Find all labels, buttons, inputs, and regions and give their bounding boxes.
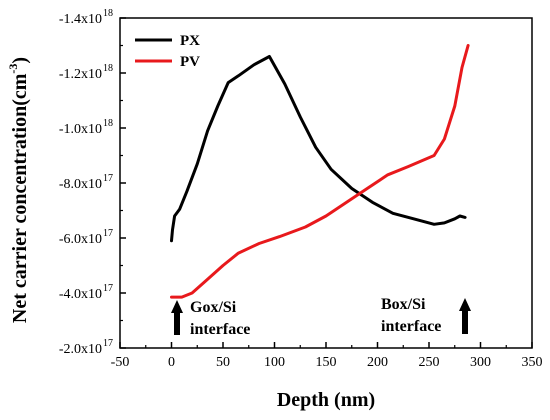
- arrow-up-icon-shaft: [174, 312, 180, 335]
- y-tick-label-exponent: 17: [103, 283, 113, 294]
- y-tick-label-exponent: 17: [103, 338, 113, 349]
- gox-annotation-line1: Gox/Si: [190, 299, 237, 316]
- x-tick-label: 150: [316, 355, 337, 370]
- y-tick-label-exponent: 17: [103, 228, 113, 239]
- gox-annotation: Gox/Si interface: [171, 299, 250, 338]
- arrow-up-icon: [459, 298, 471, 311]
- y-tick-label: -2.0x10: [59, 342, 102, 357]
- y-tick-label: -1.2x10: [59, 67, 102, 82]
- y-tick-label: -1.0x10: [59, 122, 102, 137]
- arrow-up-icon: [171, 300, 183, 313]
- y-axis-title: Net carrier concentration(cm-3): [6, 57, 31, 323]
- arrow-up-icon-shaft: [462, 310, 468, 334]
- y-axis-title-main: Net carrier concentration(cm: [9, 73, 31, 323]
- gox-annotation-line2: interface: [190, 321, 250, 338]
- y-tick-label-exponent: 17: [103, 173, 113, 184]
- box-annotation-line1: Box/Si: [381, 296, 426, 313]
- y-tick-label: -8.0x10: [59, 177, 102, 192]
- box-annotation: Box/Si interface: [381, 296, 471, 335]
- y-tick-label: -1.4x10: [59, 12, 102, 27]
- y-tick-label-exponent: 18: [103, 118, 113, 129]
- y-axis-title-close: ): [9, 57, 31, 64]
- x-tick-label: 250: [419, 355, 440, 370]
- y-tick-label: -4.0x10: [59, 287, 102, 302]
- series-line-px: [170, 55, 467, 243]
- y-tick-label: -6.0x10: [59, 232, 102, 247]
- x-tick-label: 0: [168, 355, 175, 370]
- legend: PX PV: [135, 33, 200, 70]
- legend-label-px: PX: [180, 33, 200, 49]
- y-tick-label-exponent: 18: [103, 63, 113, 74]
- series-line-pv: [170, 44, 470, 299]
- x-tick-label: 350: [522, 355, 543, 370]
- y-tick-label-exponent: 18: [103, 8, 113, 19]
- x-tick-label: 100: [264, 355, 285, 370]
- x-axis-title: Depth (nm): [277, 389, 375, 411]
- x-tick-label: 50: [216, 355, 230, 370]
- y-axis-title-sup: -3: [6, 64, 20, 74]
- legend-label-pv: PV: [180, 54, 200, 70]
- x-tick-label: 200: [367, 355, 388, 370]
- x-tick-label: -50: [111, 355, 130, 370]
- x-tick-label: 300: [470, 355, 491, 370]
- box-annotation-line2: interface: [381, 318, 441, 335]
